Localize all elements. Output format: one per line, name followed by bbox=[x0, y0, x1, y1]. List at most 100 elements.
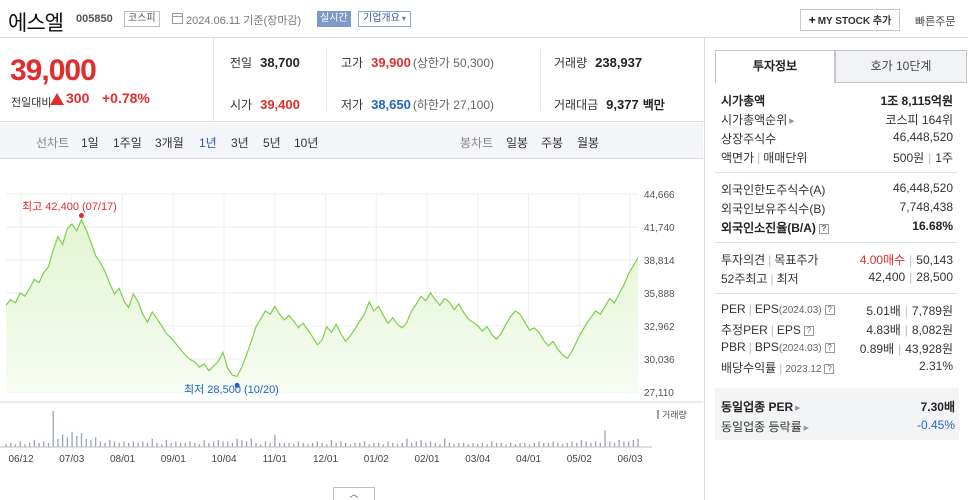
volume-bar bbox=[203, 440, 205, 447]
plus-icon: + bbox=[808, 13, 816, 27]
volume-bar bbox=[222, 441, 224, 447]
period-5y[interactable]: 5년 bbox=[263, 136, 281, 150]
x-tick-label: 02/01 bbox=[414, 454, 439, 465]
shares-value: 46,448,520 bbox=[892, 130, 953, 144]
help-icon[interactable]: ? bbox=[818, 224, 829, 234]
volume-bar bbox=[274, 434, 276, 447]
volume-bar bbox=[76, 435, 78, 447]
trade-value-value: 9,377 bbox=[606, 97, 639, 112]
chart-period-bar: 선차트 1일 1주일 3개월 1년 3년 5년 10년 봉차트 일봉 주봉 월봉 bbox=[0, 123, 703, 159]
volume-bar bbox=[302, 442, 304, 447]
x-tick-label: 10/04 bbox=[211, 454, 236, 465]
stock-code: 005850 bbox=[76, 13, 113, 25]
volume-bar bbox=[415, 441, 418, 447]
mystock-add-button[interactable]: + MY STOCK 추가 bbox=[800, 9, 900, 31]
sector-per-row: 동일업종 PER ▶ 7.30배 bbox=[715, 396, 959, 415]
opinion-label: 투자의견 bbox=[721, 253, 766, 267]
help-icon[interactable]: ? bbox=[824, 305, 835, 315]
volume-bar bbox=[288, 442, 290, 447]
period-1y[interactable]: 1년 bbox=[199, 136, 217, 150]
volume-bar bbox=[528, 444, 531, 447]
trade-value-unit: 백만 bbox=[642, 98, 665, 112]
volume-bar bbox=[52, 411, 54, 447]
volume-bar bbox=[524, 442, 526, 447]
period-3m[interactable]: 3개월 bbox=[155, 136, 184, 150]
volume-bar bbox=[481, 442, 484, 447]
volume-label: 거래량 bbox=[662, 409, 687, 420]
week52-high-label: 52주최고 bbox=[721, 272, 768, 286]
dividend-period: 2023.12 bbox=[785, 364, 822, 375]
caret-right-icon[interactable]: ▶ bbox=[803, 425, 810, 432]
high-label: 고가 bbox=[341, 56, 364, 70]
help-icon[interactable]: ? bbox=[803, 326, 814, 336]
volume: 거래량 238,937 bbox=[554, 54, 642, 71]
est-eps-value: 8,082원 bbox=[911, 323, 953, 337]
realtime-button[interactable]: 실시간 bbox=[317, 11, 351, 27]
volume-bar bbox=[90, 440, 92, 447]
tab-investment-info[interactable]: 투자정보 bbox=[715, 50, 835, 83]
price-summary: 39,000 전일대비 300 +0.78% 전일 38,700 시가 39,400… bbox=[0, 38, 703, 122]
x-tick-label: 09/01 bbox=[161, 454, 186, 465]
volume-bar bbox=[566, 442, 568, 447]
volume-bar bbox=[411, 442, 413, 447]
period-10y[interactable]: 10년 bbox=[294, 136, 319, 150]
foreign-ratio-row: 외국인소진율(B/A)? 16.68% bbox=[715, 217, 957, 236]
volume-bar bbox=[373, 442, 375, 447]
chevron-up-icon[interactable]: ︿ bbox=[333, 487, 375, 500]
volume-bar bbox=[128, 442, 130, 447]
tab-orderbook-10[interactable]: 호가 10단계 bbox=[835, 50, 967, 83]
volume-bar bbox=[434, 442, 436, 447]
volume-bar bbox=[104, 442, 106, 447]
volume-bar bbox=[316, 441, 318, 447]
company-overview-button[interactable]: 기업개요 ▾ bbox=[358, 11, 411, 27]
per-value: 5.01배 bbox=[866, 304, 901, 318]
pbr-value: 0.89배 bbox=[859, 342, 895, 356]
volume-bar bbox=[401, 442, 403, 447]
volume-bar bbox=[354, 442, 356, 447]
sector-box: 동일업종 PER ▶ 7.30배 동일업종 등락률 ▶ -0.45% bbox=[715, 388, 959, 440]
lower-limit: (하한가 27,100) bbox=[412, 98, 495, 112]
volume-bar bbox=[637, 438, 639, 447]
volume-bar bbox=[368, 444, 370, 447]
candle-daily[interactable]: 일봉 bbox=[506, 136, 529, 150]
volume-bar bbox=[194, 442, 196, 447]
volume-bar bbox=[142, 441, 144, 447]
shares-row: 상장주식수 46,448,520 bbox=[715, 128, 957, 147]
quick-order-button[interactable]: 빠른주문 bbox=[915, 16, 956, 28]
period-1d[interactable]: 1일 bbox=[81, 136, 99, 150]
foreign-limit-row: 외국인한도주식수(A) 46,448,520 bbox=[715, 179, 957, 198]
week52-low-value: 28,500 bbox=[916, 270, 953, 284]
sector-per-value: 7.30배 bbox=[920, 400, 955, 414]
mystock-label: MY STOCK 추가 bbox=[817, 16, 892, 27]
volume-value: 238,937 bbox=[595, 55, 643, 70]
volume-bar bbox=[510, 442, 512, 447]
volume-bar bbox=[165, 440, 168, 447]
period-3y[interactable]: 3년 bbox=[231, 136, 249, 150]
volume-bar bbox=[458, 442, 460, 447]
volume-bar bbox=[359, 442, 361, 447]
period-1w[interactable]: 1주일 bbox=[113, 136, 142, 150]
volume-bar bbox=[340, 441, 342, 447]
market-cap-row: 시가총액 1조 8,115억원 bbox=[715, 90, 957, 109]
chevron-down-icon: ▾ bbox=[401, 14, 406, 23]
y-tick-label: 27,110 bbox=[644, 388, 674, 399]
foreign-limit-value: 46,448,520 bbox=[892, 181, 953, 195]
caret-right-icon[interactable]: ▶ bbox=[795, 405, 801, 412]
volume-bar bbox=[425, 442, 427, 447]
candle-monthly[interactable]: 월봉 bbox=[577, 136, 600, 150]
volume-bar bbox=[349, 444, 351, 447]
price-chart[interactable]: 44,666 41,740 38,814 35,888 32,962 30,036 27,1… bbox=[0, 160, 703, 500]
caret-right-icon[interactable]: ▶ bbox=[789, 118, 795, 125]
help-icon[interactable]: ? bbox=[824, 343, 835, 353]
eps-label: EPS bbox=[754, 302, 779, 316]
pbr-label: PBR bbox=[721, 340, 746, 354]
sector-change-row: 동일업종 등락률 ▶ -0.45% bbox=[715, 416, 959, 435]
volume-bar bbox=[495, 442, 498, 447]
help-icon[interactable]: ? bbox=[824, 364, 835, 374]
change-label: 전일대비 bbox=[11, 97, 52, 109]
y-tick-label: 35,888 bbox=[644, 289, 675, 300]
low-label: 저가 bbox=[341, 98, 364, 112]
high-price: 고가 39,900 (상한가 50,300) bbox=[341, 54, 494, 71]
volume-bar bbox=[420, 440, 422, 447]
candle-weekly[interactable]: 주봉 bbox=[541, 136, 564, 150]
